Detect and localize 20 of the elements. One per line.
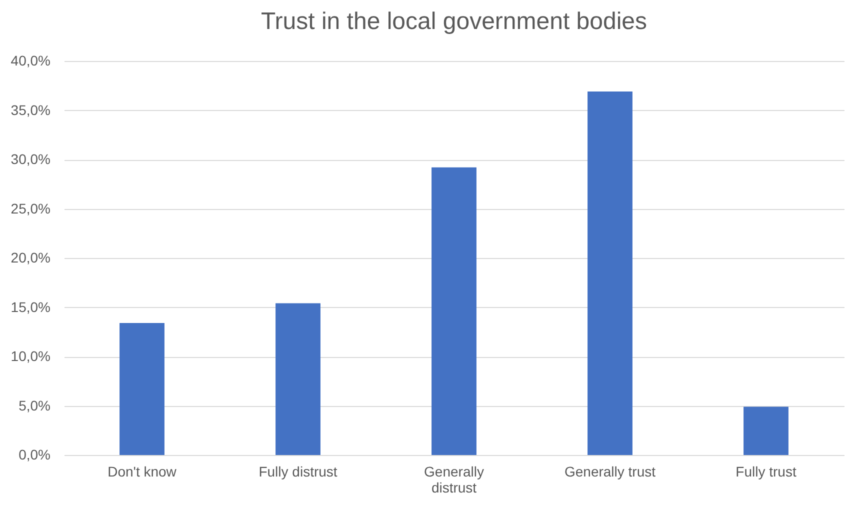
y-tick-label: 15,0% <box>10 298 50 315</box>
y-tick-label: 30,0% <box>10 151 50 167</box>
x-tick-label: Don't know <box>108 464 178 480</box>
y-tick-label: 0,0% <box>18 446 50 462</box>
y-tick-label: 10,0% <box>10 348 50 364</box>
bar <box>276 303 320 455</box>
chart-title: Trust in the local government bodies <box>261 8 647 35</box>
x-tick-label: Fully distrust <box>258 464 338 480</box>
x-tick-label: Generally trust <box>564 464 656 480</box>
x-tick-label: Fully trust <box>736 464 796 480</box>
x-tick-label: Generally distrust <box>424 464 484 496</box>
bar <box>588 92 632 455</box>
y-tick-label: 40,0% <box>10 52 50 68</box>
bar <box>120 323 164 455</box>
y-tick-label: 20,0% <box>10 250 50 266</box>
bar <box>744 406 788 455</box>
bar <box>432 167 476 455</box>
y-tick-label: 25,0% <box>10 200 50 216</box>
y-tick-label: 5,0% <box>18 397 50 414</box>
y-tick-label: 35,0% <box>10 102 50 118</box>
